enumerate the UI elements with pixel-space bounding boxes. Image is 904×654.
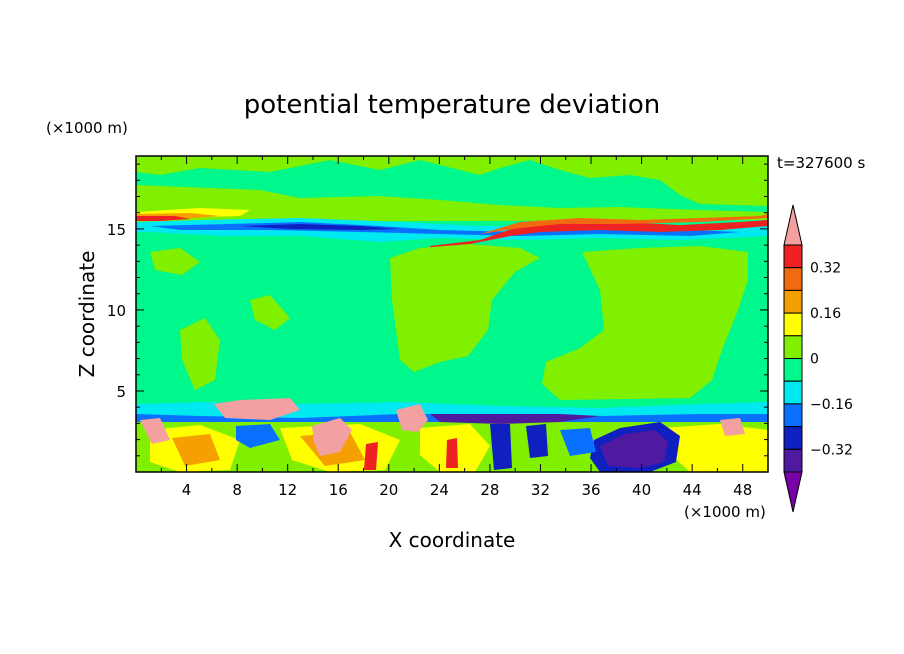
plot-frame (135, 155, 769, 473)
colorbar-box (783, 289, 803, 314)
cold-pool-purple (600, 430, 668, 468)
warm-patch-small-2 (180, 318, 220, 390)
colorbar-box (783, 244, 803, 269)
x-tick-label: 40 (632, 481, 651, 499)
bl-cold-1 (236, 424, 280, 448)
bl-orange-1 (172, 434, 220, 466)
warm-patch-small-1 (150, 248, 200, 275)
warm-patch-small-3 (250, 295, 290, 330)
colorbar-bottom-triangle (783, 471, 803, 513)
colorbar-label: 0.32 (810, 261, 841, 277)
x-tick-label: 24 (430, 481, 449, 499)
cold-band-navy (240, 224, 400, 230)
x-tick-label: 36 (581, 481, 600, 499)
x-unit-label: (×1000 m) (684, 503, 766, 521)
bl-cold-4 (526, 424, 548, 458)
colorbar-box (783, 358, 803, 382)
x-tick-label: 12 (278, 481, 297, 499)
plot-field (136, 156, 768, 472)
colorbar-box (783, 312, 803, 337)
bl-pink-1 (140, 418, 170, 444)
colorbar-box (783, 426, 803, 450)
x-tick-label: 44 (683, 481, 702, 499)
warm-region-right (542, 246, 748, 400)
bl-red-1 (364, 442, 378, 470)
x-tick-label: 16 (329, 481, 348, 499)
y-tick-label: 5 (116, 383, 126, 401)
colorbar-top-triangle (783, 204, 803, 246)
bl-red-2 (446, 438, 458, 468)
colorbar-label: 0 (810, 352, 819, 368)
colorbar-box (783, 448, 803, 473)
colorbar-label: −0.32 (810, 442, 853, 458)
bl-yellow-4 (660, 424, 768, 472)
bl-cold-2 (430, 414, 600, 424)
y-tick-label: 10 (107, 302, 126, 320)
y-axis-label: Z coordinate (75, 251, 99, 378)
bl-pink-3 (312, 418, 352, 456)
bl-cold-3 (490, 424, 512, 470)
upper-warm-layer (136, 156, 768, 206)
x-tick-label: 28 (480, 481, 499, 499)
x-axis-ticks: 4 8 12 16 20 24 28 32 36 40 44 48 (160, 156, 752, 499)
inversion-orange-2 (480, 214, 768, 234)
x-tick-label: 4 (182, 481, 192, 499)
colorbar: 0.32 0.16 0 −0.16 −0.32 (783, 204, 853, 513)
chart-title: potential temperature deviation (244, 90, 660, 120)
colorbar-box (783, 267, 803, 291)
inversion-red-2 (430, 220, 768, 248)
bl-pink-5 (720, 418, 745, 436)
y-axis-ticks: 5 10 15 (107, 163, 768, 457)
colorbar-label: −0.16 (810, 397, 853, 413)
colorbar-label: 0.16 (810, 306, 841, 322)
bl-pink-4 (396, 404, 428, 432)
x-axis-label: X coordinate (389, 528, 516, 552)
upper-warm-layer-2 (136, 185, 768, 222)
colorbar-box (783, 380, 803, 405)
x-tick-label: 48 (733, 481, 752, 499)
bl-cold-5 (560, 428, 596, 456)
colorbar-box (783, 403, 803, 428)
inversion-red-1 (136, 216, 190, 221)
y-tick-label: 15 (107, 221, 126, 239)
x-tick-label: 20 (379, 481, 398, 499)
colorbar-box (783, 335, 803, 359)
time-label: t=327600 s (777, 154, 865, 172)
bl-pink-2 (214, 398, 300, 420)
y-unit-label: (×1000 m) (46, 119, 128, 137)
warm-region-left (390, 244, 540, 372)
x-tick-label: 32 (531, 481, 550, 499)
x-tick-label: 8 (232, 481, 242, 499)
